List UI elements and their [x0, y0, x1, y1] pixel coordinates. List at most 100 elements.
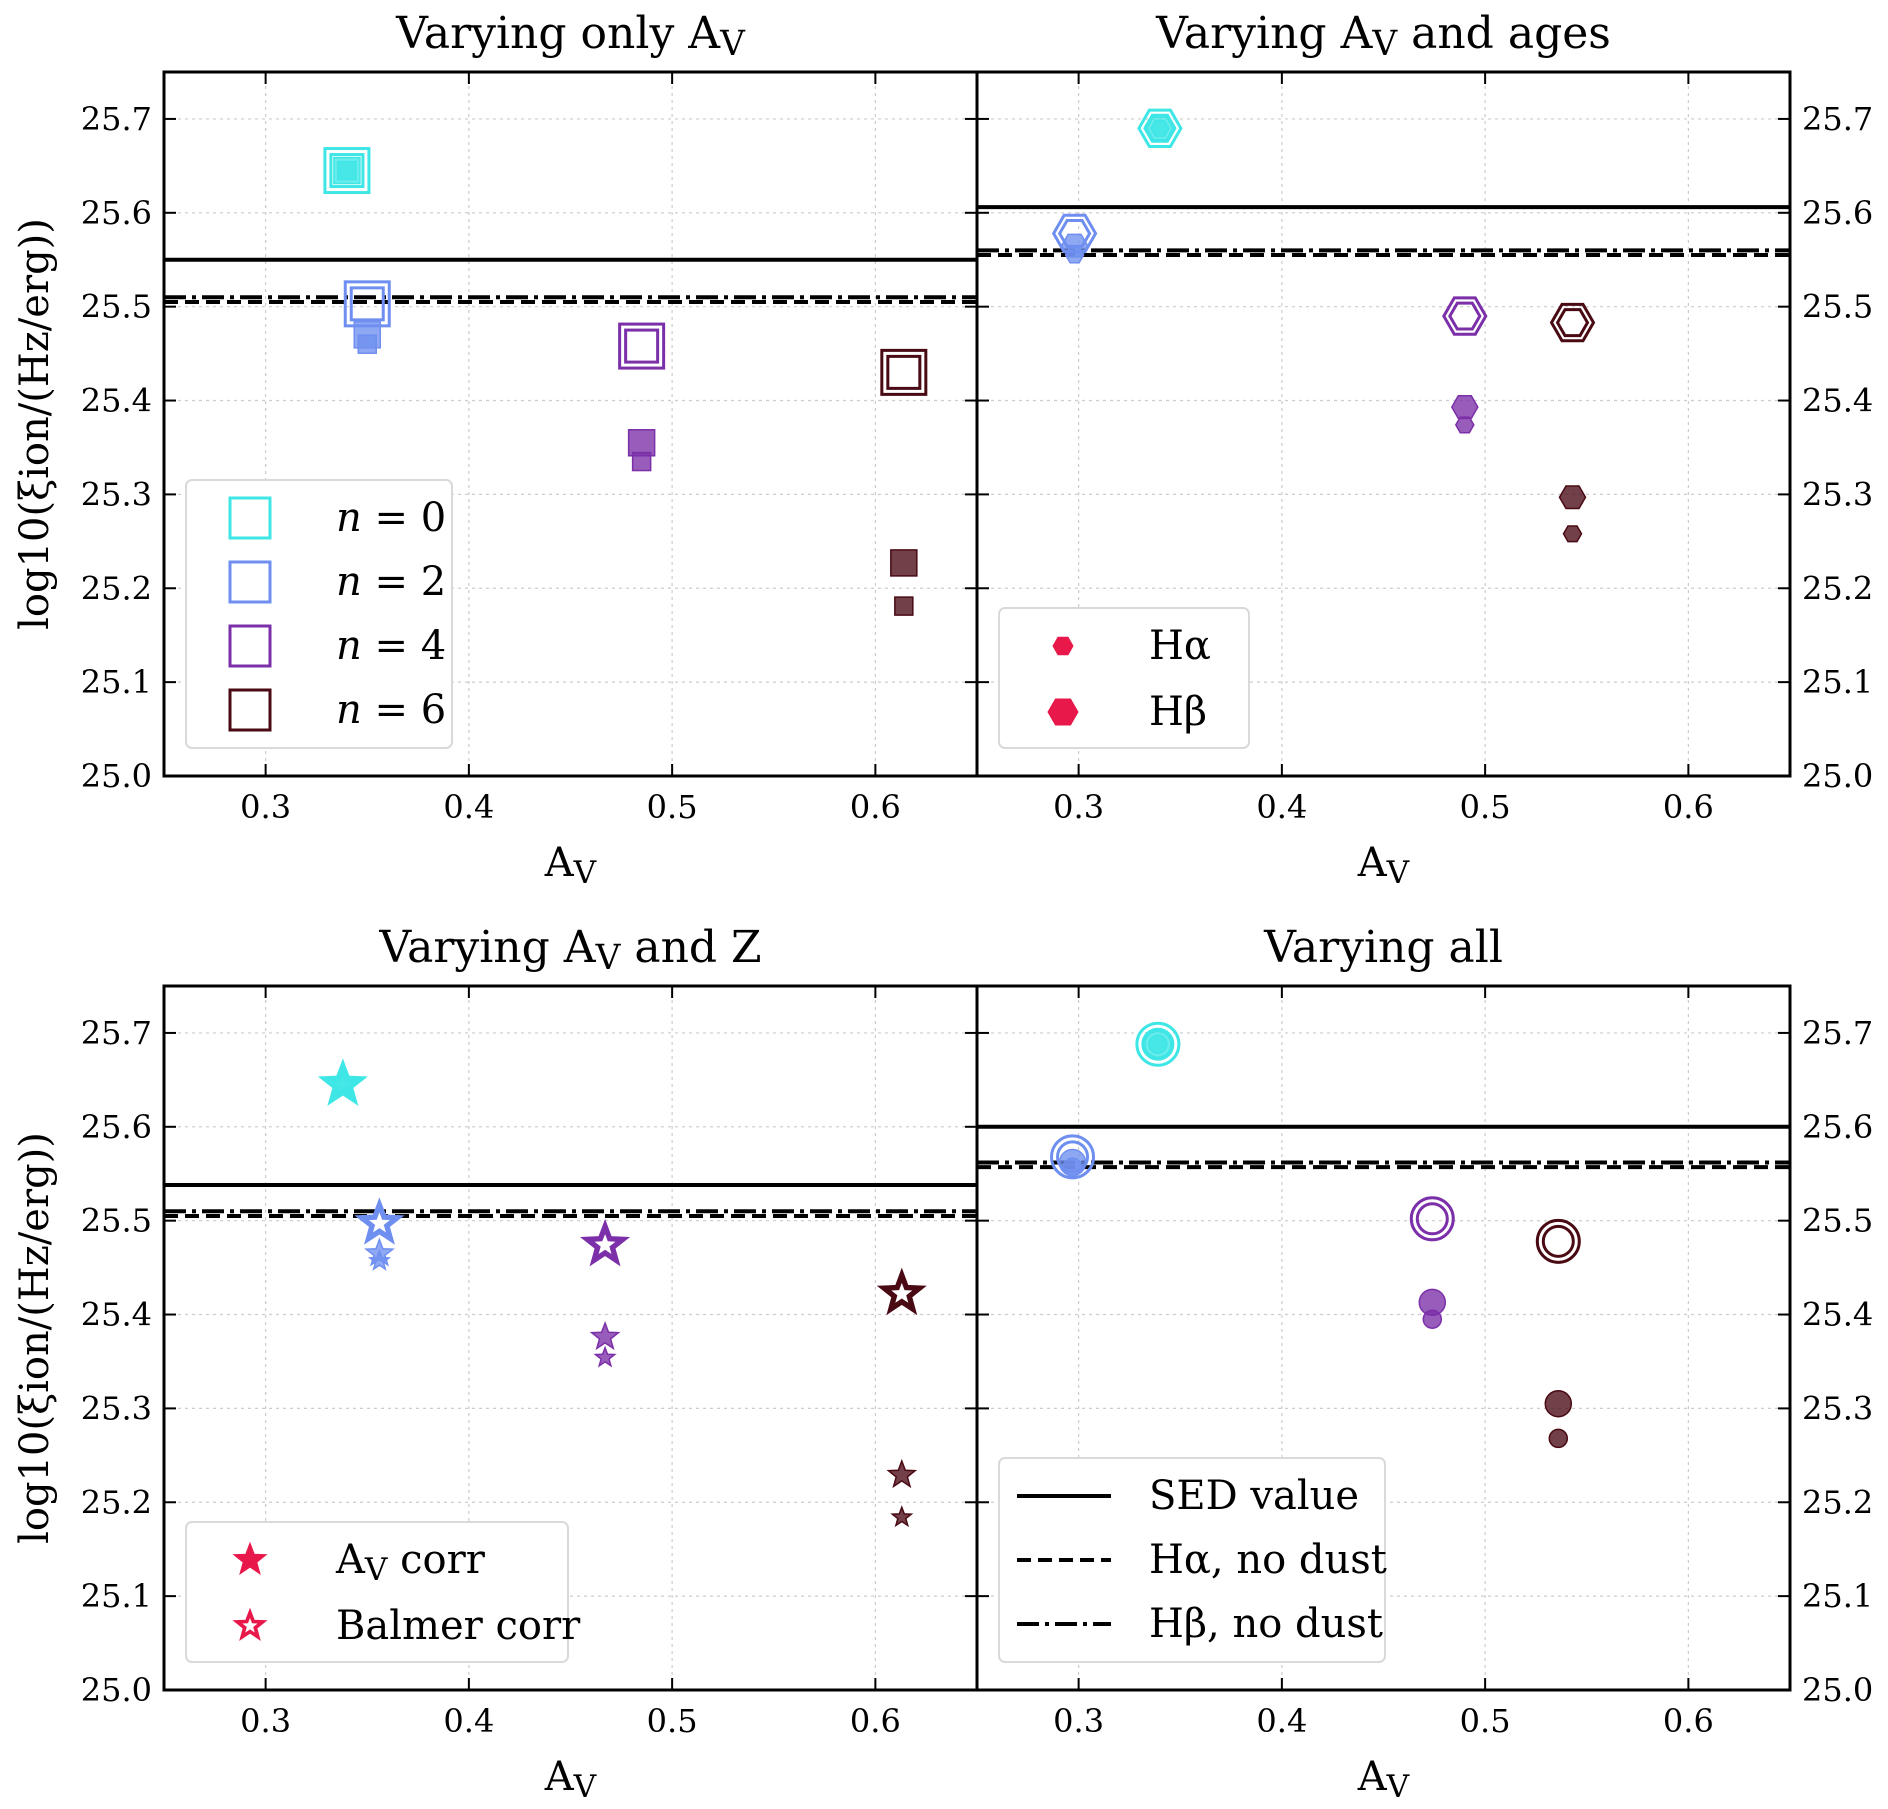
point-halpha-0 [1148, 1034, 1168, 1054]
ytick-label: 25.3 [81, 475, 152, 513]
point-sed-2 [1442, 296, 1488, 336]
point-sed-1 [1050, 1134, 1096, 1180]
point-halpha-0 [337, 160, 357, 181]
legend-label: Balmer corr [336, 1603, 581, 1649]
ytick-label: 25.3 [1802, 1389, 1873, 1427]
legend-square-icon [228, 560, 272, 604]
point-sed-3-inner [1541, 1224, 1575, 1258]
point-sed-1-inner [349, 286, 385, 322]
legend-label: n = 0 [336, 495, 446, 541]
point-sed-2-inner [1448, 301, 1482, 331]
panel-title: Varying all [1263, 922, 1503, 973]
point-halpha-3 [890, 1505, 914, 1528]
ytick-label: 25.5 [81, 288, 152, 326]
point-sed-0 [1135, 1021, 1181, 1067]
point-hbeta-2 [589, 1320, 621, 1351]
point-halpha-2 [1454, 416, 1475, 434]
ytick-label: 25.0 [81, 1671, 152, 1709]
x-axis-label: AV [1357, 840, 1410, 891]
legend-label: n = 6 [336, 687, 446, 733]
panel-title: Varying AV and ages [1155, 8, 1611, 64]
point-sed-3-inner [886, 354, 922, 390]
xtick-label: 0.5 [647, 1702, 698, 1740]
point-halpha-1 [357, 334, 377, 354]
point-halpha-2 [631, 451, 652, 472]
point-halpha-3 [894, 596, 914, 616]
point-sed-2 [1409, 1196, 1455, 1242]
legend-label: SED value [1149, 1473, 1359, 1519]
legend-frame [185, 1521, 569, 1663]
panel-1: 0.3 0.4 0.5 0.6 25.0 25.1 25.2 25.3 25.4 25.5 25.6… [12, 8, 979, 891]
point-sed-0-inner [1143, 113, 1177, 143]
panel-title: Varying only AV [395, 8, 746, 64]
ytick-label: 25.7 [1802, 100, 1873, 138]
ytick-label: 25.5 [1802, 1202, 1873, 1240]
legend-star-filled-icon [232, 1541, 268, 1575]
xtick-label: 0.6 [1663, 788, 1714, 826]
xtick-label: 0.4 [1256, 1702, 1307, 1740]
legend: AV corr Balmer corr [185, 1521, 581, 1663]
point-sed-0 [323, 147, 371, 195]
point-halpha-1 [1064, 246, 1085, 264]
legend-label: Hβ, no dust [1149, 1601, 1383, 1647]
point-halpha-2 [593, 1345, 617, 1368]
legend-frame [998, 607, 1250, 749]
xtick-label: 0.6 [850, 1702, 901, 1740]
legend-hexagon-icon [1047, 698, 1079, 726]
ytick-label: 25.6 [81, 194, 152, 232]
xtick-label: 0.5 [1460, 788, 1511, 826]
panel-3: 0.3 0.4 0.5 0.6 25.0 25.1 25.2 25.3 25.4 25.5 25.6… [12, 922, 979, 1805]
ytick-label: 25.5 [81, 1202, 152, 1240]
legend-label: Hα, no dust [1149, 1537, 1387, 1583]
legend-label: n = 4 [336, 623, 446, 669]
ytick-label: 25.2 [1802, 569, 1873, 607]
ytick-label: 25.7 [81, 1014, 152, 1052]
ytick-label: 25.4 [81, 1296, 152, 1334]
legend-label: n = 2 [336, 559, 446, 605]
legend-label: Hα [1149, 623, 1211, 669]
ytick-label: 25.4 [81, 382, 152, 420]
point-hbeta-3 [1544, 1389, 1573, 1418]
point-sed-2-inner [624, 328, 660, 364]
ytick-label: 25.4 [1802, 1296, 1873, 1334]
legend-star-open-inner [242, 1618, 258, 1633]
xtick-label: 0.5 [1460, 1702, 1511, 1740]
point-sed-3 [880, 348, 928, 396]
xtick-label: 0.4 [1256, 788, 1307, 826]
point-sed-2 [618, 322, 666, 370]
panel-2: 0.3 0.4 0.5 0.6 25.0 25.1 25.2 25.3 25.4 25.5 25.6… [975, 8, 1873, 891]
x-axis-label: AV [544, 1754, 597, 1805]
xtick-label: 0.6 [850, 788, 901, 826]
point-hbeta-3 [886, 1458, 918, 1489]
point-halpha-0 [1150, 119, 1170, 137]
point-sed-star-3-inner [891, 1282, 913, 1303]
xtick-label: 0.4 [443, 788, 494, 826]
ytick-label: 25.1 [1802, 1577, 1873, 1615]
point-halpha-3 [1562, 525, 1583, 543]
point-halpha-2 [1422, 1309, 1443, 1329]
xtick-label: 0.6 [1663, 1702, 1714, 1740]
x-axis-label: AV [1357, 1754, 1410, 1805]
legend-frame [998, 1457, 1386, 1663]
axes-frame [975, 70, 1792, 778]
ytick-label: 25.3 [81, 1389, 152, 1427]
point-sed-star-1-inner [369, 1212, 390, 1233]
xtick-label: 0.3 [1053, 788, 1104, 826]
y-axis-label: log10(ξion/(Hz/erg)) [12, 1132, 58, 1544]
ytick-label: 25.2 [1802, 1483, 1873, 1521]
point-hbeta-3 [1558, 485, 1587, 510]
point-halpha-3 [1548, 1428, 1569, 1449]
ytick-label: 25.1 [81, 1577, 152, 1615]
xtick-label: 0.3 [240, 788, 291, 826]
legend: Hα Hβ [998, 607, 1250, 749]
x-axis-label: AV [544, 840, 597, 891]
ytick-label: 25.0 [1802, 1671, 1873, 1709]
xtick-label: 0.3 [1053, 1702, 1104, 1740]
point-sed-1 [1051, 213, 1098, 254]
ytick-label: 25.1 [1802, 663, 1873, 701]
point-sed-star-2-inner [594, 1234, 616, 1254]
y-axis-label: log10(ξion/(Hz/erg)) [12, 218, 58, 630]
ytick-label: 25.6 [81, 1108, 152, 1146]
ytick-label: 25.0 [1802, 757, 1873, 795]
